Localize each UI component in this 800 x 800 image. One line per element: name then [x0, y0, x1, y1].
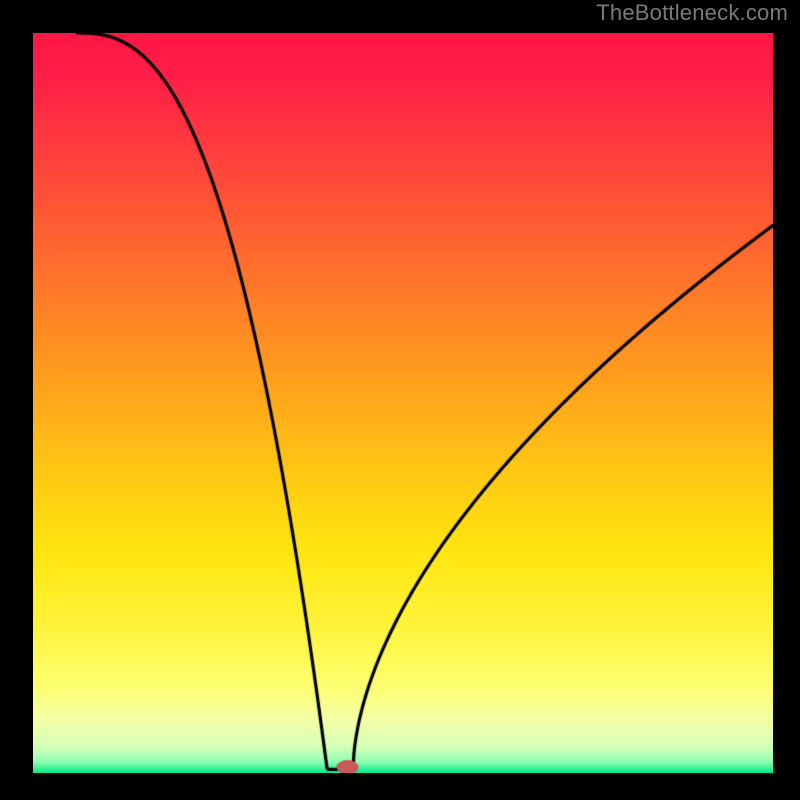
chart-stage: TheBottleneck.com	[0, 0, 800, 800]
plot-area	[33, 33, 773, 773]
bottleneck-chart-canvas	[33, 33, 773, 773]
watermark-text: TheBottleneck.com	[596, 0, 788, 26]
